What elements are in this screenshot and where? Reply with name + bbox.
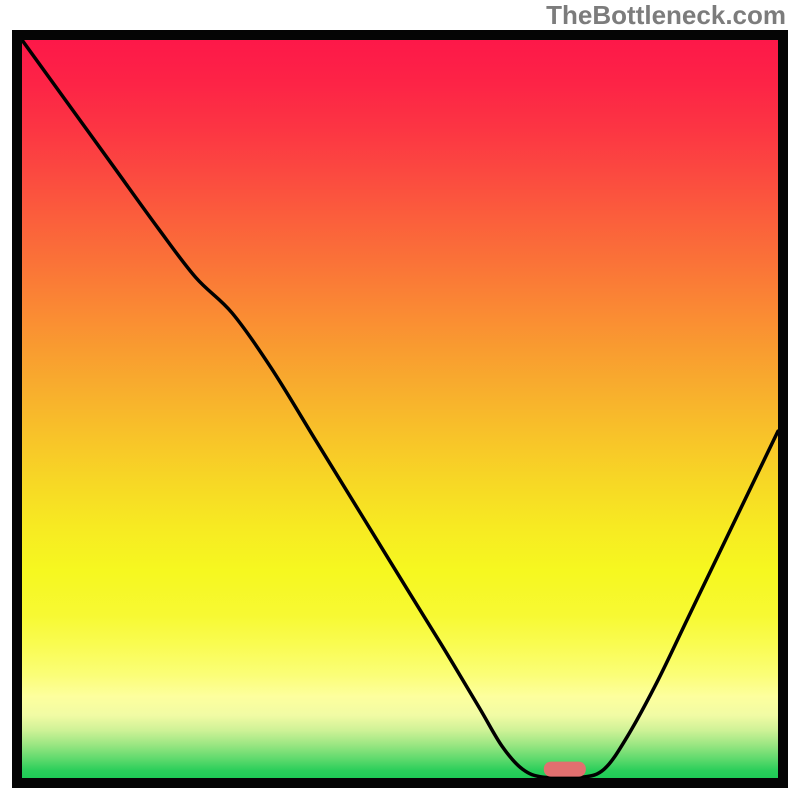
bottleneck-curve [22, 40, 778, 778]
optimal-marker [544, 762, 586, 777]
chart-container: TheBottleneck.com [0, 0, 800, 800]
watermark-text: TheBottleneck.com [546, 0, 786, 31]
curve-plot [22, 40, 778, 778]
